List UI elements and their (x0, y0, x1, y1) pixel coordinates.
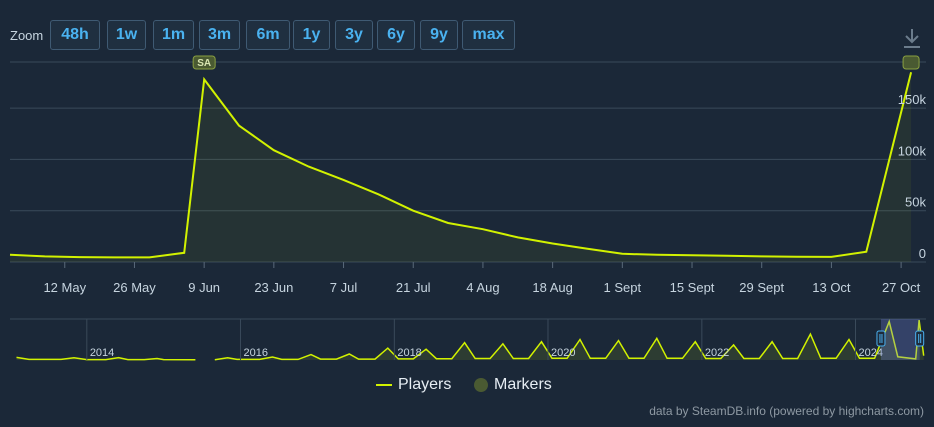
legend-label-markers: Markers (494, 376, 552, 393)
navigator-background (10, 318, 926, 360)
x-tick-label-9: 15 Sept (670, 280, 715, 295)
zoom-bar: Zoom 48h 1w 1m 3m 6m 1y 3y 6y 9y max (0, 20, 934, 52)
x-tick-label-0: 12 May (43, 280, 86, 295)
main-y-axis: 0 50k 100k 150k (898, 92, 927, 261)
download-icon[interactable] (900, 26, 924, 50)
x-tick-label-3: 23 Jun (254, 280, 293, 295)
zoom-label: Zoom (10, 28, 44, 43)
main-x-axis: 12 May 26 May 9 Jun 23 Jun 7 Jul 21 Jul 4 Aug 1… (43, 262, 921, 295)
main-grid (10, 61, 926, 263)
navigator-line-0 (16, 356, 196, 361)
legend-label-players: Players (398, 376, 452, 393)
y-tick-label-2: 100k (898, 143, 927, 158)
x-tick-label-4: 7 Jul (330, 280, 358, 295)
navigator-area-fill-0 (16, 357, 196, 360)
players-line[interactable] (9, 72, 913, 259)
zoom-max-button[interactable]: max (462, 20, 515, 50)
zoom-1y-button[interactable]: 1y (293, 20, 330, 50)
zoom-6y-button[interactable]: 6y (377, 20, 415, 50)
zoom-48h-button[interactable]: 48h (50, 20, 100, 50)
credits[interactable]: data by SteamDB.info (powered by highcha… (649, 404, 924, 418)
zoom-3y-button[interactable]: 3y (335, 20, 373, 50)
navigator-selection (876, 319, 925, 360)
navigator-tick-label-4: 2022 (705, 347, 729, 359)
event-marker-0[interactable] (192, 55, 216, 70)
y-tick-label-3: 150k (898, 92, 927, 107)
zoom-1m-button[interactable]: 1m (153, 20, 194, 50)
zoom-3m-button[interactable]: 3m (199, 20, 240, 50)
zoom-6m-button[interactable]: 6m (246, 20, 290, 50)
x-tick-label-5: 21 Jul (396, 280, 431, 295)
event-marker-1[interactable] (902, 55, 920, 70)
main-markers: SA (192, 55, 920, 70)
navigator-tick-label-0: 2014 (90, 347, 114, 359)
x-tick-label-6: 4 Aug (466, 280, 499, 295)
navigator-x-axis: 2014 2016 2018 2020 2022 2024 (86, 319, 883, 360)
x-tick-label-7: 18 Aug (532, 280, 573, 295)
navigator-right-handle[interactable] (915, 330, 925, 347)
y-tick-label-1: 50k (905, 195, 926, 210)
players-area-fill (10, 72, 912, 262)
y-tick-label-0: 0 (919, 246, 926, 261)
main-chart: SA 0 50k 100k 150k 12 May 26 May 9 Jun 23 Jun 7… (9, 55, 927, 295)
navigator-tick-label-5: 2024 (858, 347, 882, 359)
navigator-selected-range[interactable] (880, 319, 920, 360)
navigator-tick-label-2: 2018 (397, 347, 421, 359)
navigator-left-handle[interactable] (876, 330, 886, 347)
event-marker-label-0: SA (197, 58, 211, 69)
navigator-frame (10, 319, 926, 360)
x-tick-label-1: 26 May (113, 280, 156, 295)
x-tick-label-12: 27 Oct (882, 280, 921, 295)
navigator-tick-label-1: 2016 (243, 347, 267, 359)
navigator-area (16, 319, 925, 361)
zoom-9y-button[interactable]: 9y (420, 20, 458, 50)
x-tick-label-2: 9 Jun (188, 280, 220, 295)
x-tick-label-11: 13 Oct (812, 280, 851, 295)
main-area (9, 72, 913, 262)
navigator-tick-label-3: 2020 (551, 347, 575, 359)
navigator-area-fill-1 (214, 320, 924, 360)
legend-item-players[interactable]: Players (376, 376, 451, 394)
zoom-1w-button[interactable]: 1w (107, 20, 146, 50)
x-tick-label-10: 29 Sept (739, 280, 784, 295)
markers-dot-icon (474, 378, 488, 392)
navigator-line-1 (214, 319, 925, 361)
legend: Players Markers (0, 376, 934, 400)
x-tick-label-8: 1 Sept (604, 280, 642, 295)
legend-item-markers[interactable]: Markers (474, 376, 552, 394)
players-line-icon (376, 384, 392, 386)
